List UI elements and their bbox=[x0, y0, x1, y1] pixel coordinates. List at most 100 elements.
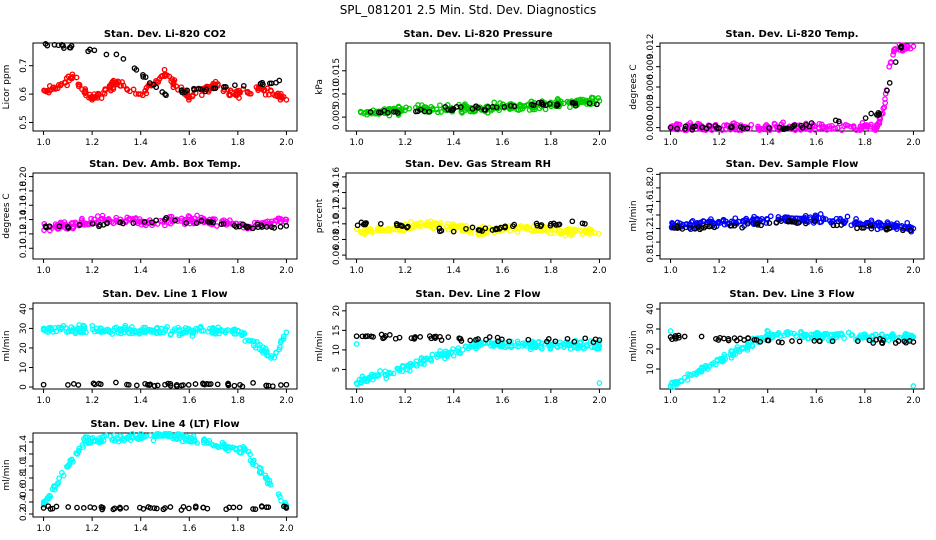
panel-title: Stan. Dev. Line 3 Flow bbox=[729, 289, 854, 300]
data-point bbox=[271, 225, 278, 231]
data-point bbox=[101, 433, 108, 440]
data-point bbox=[445, 220, 451, 227]
data-point bbox=[673, 380, 679, 387]
data-point bbox=[811, 218, 818, 225]
data-point bbox=[65, 504, 72, 510]
data-point bbox=[586, 100, 593, 107]
series-secondary bbox=[354, 218, 588, 235]
data-point bbox=[800, 215, 807, 222]
data-point bbox=[445, 106, 452, 113]
data-point bbox=[213, 223, 220, 229]
x-tick-label: 1.8 bbox=[231, 266, 246, 276]
data-point bbox=[120, 82, 127, 89]
data-point bbox=[510, 223, 516, 230]
data-point bbox=[874, 122, 881, 128]
data-point bbox=[265, 382, 272, 389]
data-point bbox=[283, 381, 290, 388]
data-point bbox=[464, 106, 471, 112]
data-point bbox=[89, 434, 96, 441]
data-point bbox=[667, 124, 674, 131]
data-point bbox=[115, 438, 122, 445]
data-point bbox=[758, 215, 765, 222]
data-point bbox=[800, 334, 807, 341]
data-point bbox=[377, 109, 384, 116]
data-point bbox=[836, 118, 842, 125]
data-point bbox=[817, 211, 824, 217]
data-point bbox=[445, 351, 451, 358]
plot-frame bbox=[345, 42, 611, 132]
data-point bbox=[195, 85, 202, 92]
data-point bbox=[719, 355, 726, 362]
data-point bbox=[595, 95, 602, 101]
data-point bbox=[110, 220, 117, 227]
data-point bbox=[183, 433, 190, 439]
data-point bbox=[904, 43, 910, 50]
data-point bbox=[175, 324, 182, 331]
data-point bbox=[52, 324, 59, 331]
x-tick-label: 1.6 bbox=[182, 138, 197, 148]
data-point bbox=[200, 437, 207, 444]
data-point bbox=[232, 82, 238, 89]
data-point bbox=[582, 335, 589, 342]
data-point bbox=[544, 226, 551, 233]
data-point bbox=[482, 340, 489, 346]
data-point bbox=[689, 218, 696, 224]
data-point bbox=[265, 504, 272, 511]
x-tick-label: 2.0 bbox=[906, 266, 921, 276]
y-tick-label: 0.12 bbox=[19, 224, 29, 244]
data-point bbox=[874, 124, 880, 131]
data-point bbox=[98, 95, 105, 101]
data-point bbox=[884, 87, 890, 94]
data-point bbox=[789, 338, 795, 344]
data-point bbox=[98, 329, 105, 335]
panel-title: Stan. Dev. Line 2 Flow bbox=[415, 289, 540, 300]
data-point bbox=[830, 222, 837, 229]
data-point bbox=[137, 91, 144, 97]
x-tick-label: 1.8 bbox=[858, 138, 873, 148]
data-point bbox=[434, 351, 440, 358]
data-point bbox=[427, 356, 434, 362]
y-tick-label: 0.6 bbox=[19, 87, 29, 102]
x-tick-label: 1.6 bbox=[809, 138, 824, 148]
data-point bbox=[224, 445, 230, 452]
data-point bbox=[674, 125, 680, 132]
data-point bbox=[83, 92, 89, 99]
data-point bbox=[497, 100, 503, 106]
data-point bbox=[586, 226, 593, 232]
x-tick-label: 1.0 bbox=[663, 266, 678, 276]
data-point bbox=[802, 220, 809, 227]
data-point bbox=[579, 220, 586, 227]
x-tick-label: 1.2 bbox=[398, 138, 412, 148]
data-point bbox=[743, 215, 750, 222]
data-point bbox=[426, 220, 433, 227]
plot-frame bbox=[32, 302, 298, 390]
data-point bbox=[278, 94, 284, 101]
data-point bbox=[721, 221, 728, 228]
y-tick-label: 1.8 bbox=[646, 180, 656, 195]
data-point bbox=[902, 332, 909, 339]
data-point bbox=[162, 71, 168, 78]
data-point bbox=[449, 349, 455, 355]
y-tick-label: 0.006 bbox=[646, 74, 656, 100]
data-point bbox=[353, 333, 360, 340]
data-point bbox=[377, 368, 383, 374]
data-point bbox=[94, 328, 101, 335]
data-point bbox=[259, 79, 266, 86]
data-point bbox=[174, 435, 181, 442]
data-point bbox=[353, 380, 360, 386]
data-point bbox=[675, 332, 682, 339]
data-point bbox=[871, 125, 878, 132]
x-tick-label: 1.4 bbox=[761, 396, 776, 406]
data-point bbox=[386, 332, 393, 338]
series-secondary bbox=[667, 43, 905, 133]
data-point bbox=[845, 329, 852, 336]
data-point bbox=[262, 475, 269, 481]
data-point bbox=[210, 442, 217, 449]
data-point bbox=[250, 461, 256, 468]
data-point bbox=[383, 375, 390, 382]
data-point bbox=[564, 335, 571, 342]
data-point bbox=[72, 330, 79, 337]
data-point bbox=[479, 231, 486, 238]
data-point bbox=[891, 46, 897, 53]
data-point bbox=[886, 63, 893, 70]
